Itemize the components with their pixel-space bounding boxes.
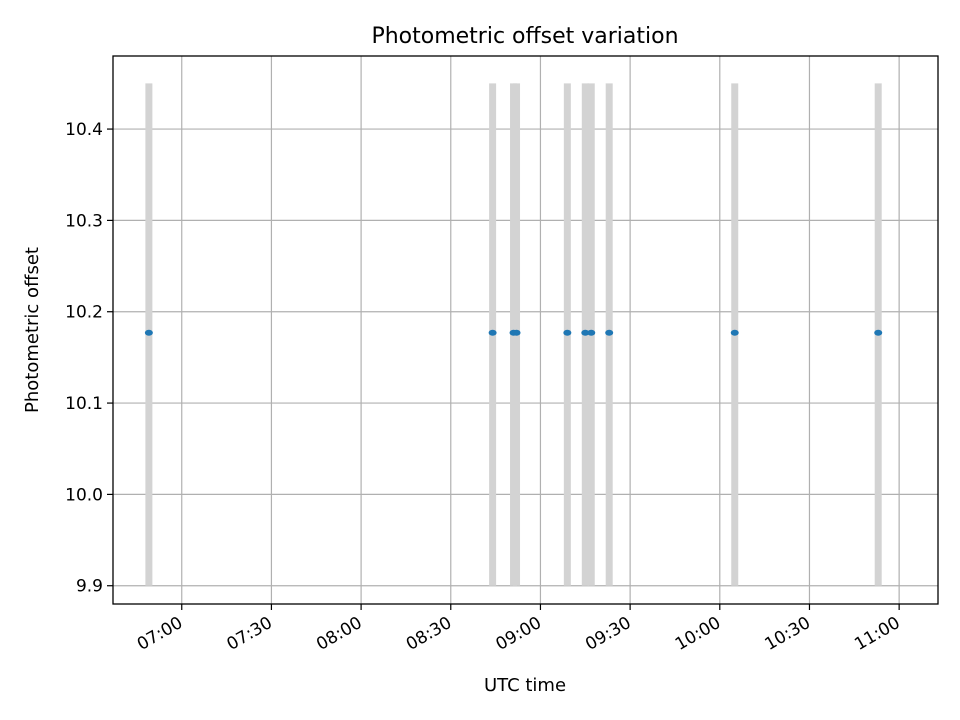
x-axis-ticks: 07:00 07:30 08:00 08:30 09:00 09:30 10:00 10:30…	[134, 604, 904, 655]
x-axis-label: UTC time	[484, 675, 566, 696]
x-tick-label: 08:00	[313, 613, 365, 655]
y-tick-label: 10.3	[65, 211, 103, 231]
plot-frame	[112, 55, 939, 605]
data-point	[144, 329, 153, 336]
data-point	[581, 329, 590, 336]
x-tick-label: 09:00	[493, 613, 545, 655]
grid	[113, 56, 938, 604]
x-tick-label: 07:00	[134, 613, 186, 655]
x-tick-label: 09:30	[582, 613, 634, 655]
x-tick-label: 10:30	[762, 613, 814, 655]
y-tick-label: 9.9	[76, 577, 103, 597]
x-tick-label: 10:00	[672, 613, 724, 655]
y-tick-label: 10.1	[65, 394, 103, 414]
data-point	[488, 329, 497, 336]
y-axis-ticks: 9.9 10.0 10.1 10.2 10.3 10.4	[65, 120, 113, 597]
y-tick-label: 10.0	[65, 485, 103, 505]
data-point	[587, 329, 596, 336]
x-tick-label: 08:30	[403, 613, 455, 655]
x-tick-label: 11:00	[851, 613, 903, 655]
y-tick-label: 10.4	[65, 120, 103, 140]
data-point	[512, 329, 521, 336]
y-tick-label: 10.2	[65, 303, 103, 323]
data-points	[144, 329, 883, 336]
data-point	[563, 329, 572, 336]
data-point	[730, 329, 739, 336]
chart-title: Photometric offset variation	[371, 24, 678, 49]
y-axis-label: Photometric offset	[22, 247, 43, 413]
x-tick-label: 07:30	[223, 613, 275, 655]
data-point	[874, 329, 883, 336]
data-point	[605, 329, 614, 336]
